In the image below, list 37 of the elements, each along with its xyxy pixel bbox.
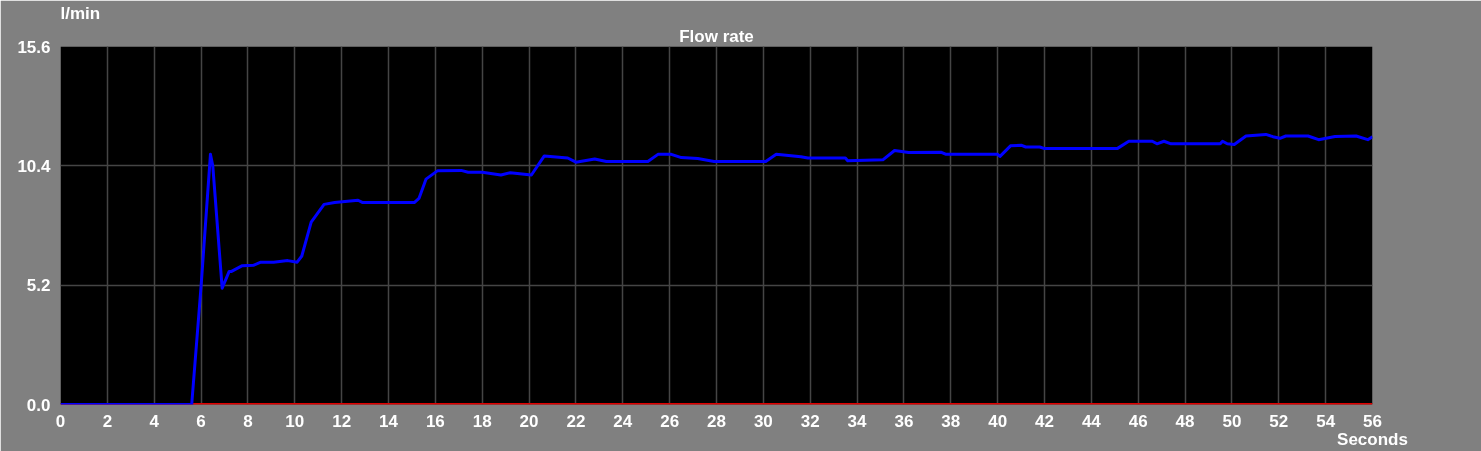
x-tick-label: 34 [847, 411, 868, 431]
x-axis-title: Seconds [1337, 429, 1408, 449]
x-tick-label: 48 [1175, 411, 1195, 431]
x-tick-label: 46 [1128, 411, 1148, 431]
x-tick-label: 22 [566, 411, 586, 431]
x-tick-label: 50 [1222, 411, 1242, 431]
x-tick-label: 32 [800, 411, 820, 431]
x-tick-label: 40 [988, 411, 1008, 431]
line-series [60, 132, 1373, 405]
chart-title: Flow rate [679, 26, 754, 46]
x-tick-label: 42 [1035, 411, 1054, 431]
y-axis-title: l/min [60, 3, 101, 23]
y-tick-label: 0.0 [26, 395, 51, 415]
x-tick-label: 28 [707, 411, 726, 431]
x-tick-label: 54 [1316, 411, 1336, 431]
x-tick-label: 14 [379, 411, 399, 431]
x-tick-label: 16 [425, 411, 445, 431]
x-tick-label: 26 [660, 411, 680, 431]
x-tick-label: 8 [243, 411, 253, 431]
y-tick-label: 10.4 [17, 156, 52, 176]
x-tick-label: 38 [941, 411, 961, 431]
x-tick-label: 12 [332, 411, 352, 431]
x-tick-label: 18 [472, 411, 492, 431]
x-tick-label: 2 [102, 411, 113, 431]
x-tick-label: 4 [149, 411, 160, 431]
x-tick-label: 20 [519, 411, 539, 431]
x-tick-label: 6 [196, 411, 206, 431]
x-tick-label: 44 [1081, 411, 1102, 431]
x-tick-label: 36 [894, 411, 914, 431]
x-tick-label: 0 [55, 411, 66, 431]
x-tick-label: 24 [613, 411, 633, 431]
y-tick-label: 5.2 [26, 276, 51, 296]
x-tick-label: 56 [1363, 411, 1382, 431]
y-tick-label: 15.6 [17, 37, 51, 57]
x-tick-label: 52 [1269, 411, 1289, 431]
x-tick-label: 10 [285, 411, 305, 431]
x-tick-label: 30 [753, 411, 773, 431]
